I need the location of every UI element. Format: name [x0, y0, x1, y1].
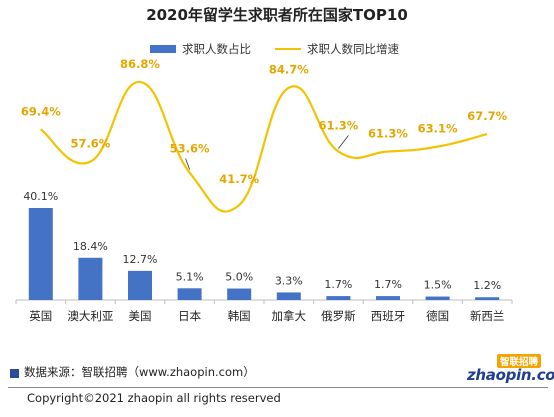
bar-value-label: 1.2% — [473, 279, 501, 292]
zhaopin-logo: 智联招聘 zhaopin.com — [467, 354, 554, 385]
bar-4 — [227, 288, 252, 300]
bar-5 — [276, 292, 301, 300]
legend-swatch-line — [275, 48, 301, 50]
category-label: 德国 — [426, 309, 449, 323]
growth-line — [40, 80, 488, 213]
footer-divider — [8, 387, 548, 388]
legend-swatch-bar — [150, 45, 176, 53]
bar-1 — [78, 257, 103, 300]
line-value-label: 57.6% — [70, 137, 110, 151]
bar-value-label: 5.1% — [176, 270, 204, 283]
line-value-label: 86.8% — [120, 57, 160, 71]
bar-3 — [177, 288, 202, 300]
bar-9 — [475, 297, 500, 300]
category-label: 美国 — [129, 309, 152, 323]
bar-7 — [376, 296, 400, 300]
line-value-label: 41.7% — [219, 172, 259, 186]
line-value-label: 84.7% — [269, 63, 309, 77]
line-value-label: 61.3% — [368, 127, 408, 141]
bar-6 — [326, 296, 351, 300]
bar-0 — [28, 208, 53, 300]
data-source-note: 数据来源：智联招聘（www.zhaopin.com） — [24, 365, 255, 379]
brand-sub-text: 智联招聘 — [497, 354, 542, 368]
bar-8 — [425, 296, 450, 300]
chart-legend: 求职人数占比 求职人数同比增速 — [150, 41, 423, 57]
category-label: 英国 — [29, 309, 52, 323]
legend-item-line: 求职人数同比增速 — [275, 41, 399, 57]
category-label: 日本 — [178, 309, 201, 323]
bar-value-label: 5.0% — [225, 271, 253, 284]
category-label: 澳大利亚 — [67, 309, 113, 323]
bar-value-label: 1.7% — [374, 278, 402, 291]
bar-2 — [128, 270, 152, 300]
legend-label-line: 求职人数同比增速 — [307, 42, 399, 56]
bar-value-label: 1.7% — [324, 278, 352, 291]
bar-value-label: 1.5% — [424, 279, 452, 292]
copyright-text: Copyright©2021 zhaopin all rights reserv… — [27, 391, 281, 405]
brand-main-text: zhaopin.com — [467, 366, 554, 384]
category-label: 西班牙 — [371, 309, 406, 323]
category-label: 加拿大 — [272, 309, 307, 323]
chart-title: 2020年留学生求职者所在国家TOP10 — [146, 6, 408, 24]
line-value-label: 63.1% — [418, 122, 458, 136]
bar-value-label: 12.7% — [123, 253, 158, 266]
bar-value-label: 40.1% — [23, 190, 58, 203]
leader-line — [338, 135, 349, 149]
line-value-label: 53.6% — [170, 142, 210, 156]
legend-label-bar: 求职人数占比 — [182, 42, 251, 56]
line-value-label: 67.7% — [467, 109, 507, 123]
legend-item-bar: 求职人数占比 — [150, 41, 251, 57]
line-value-label: 69.4% — [21, 104, 61, 118]
category-label: 韩国 — [228, 309, 251, 323]
bar-value-label: 18.4% — [73, 240, 108, 253]
category-label: 俄罗斯 — [321, 309, 356, 323]
leader-line — [185, 158, 190, 170]
category-label: 新西兰 — [470, 309, 505, 323]
bar-value-label: 3.3% — [275, 274, 303, 287]
source-marker — [10, 369, 19, 378]
line-value-label: 61.3% — [318, 119, 358, 133]
